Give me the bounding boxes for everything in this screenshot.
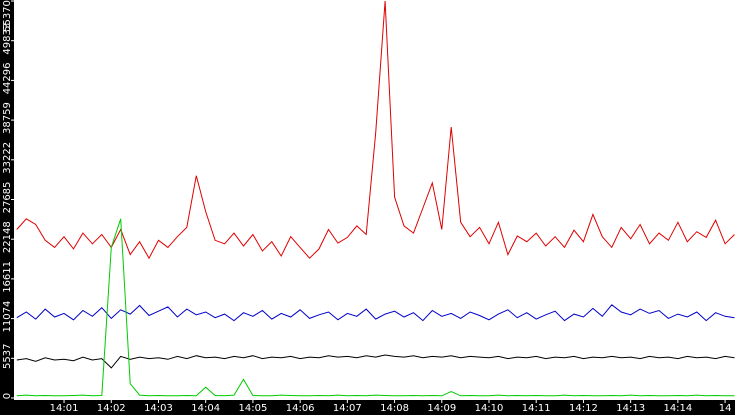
- series-line: [16, 0, 735, 260]
- x-tick-label: 14:12: [569, 403, 598, 414]
- y-tick-label: 27685: [2, 182, 13, 214]
- x-tick-label: 14:09: [427, 403, 456, 414]
- series-line: [16, 304, 735, 322]
- x-tick-label: 14:06: [286, 403, 315, 414]
- y-tick-label: 22148: [2, 221, 13, 253]
- x-tick-label: 14:14: [663, 403, 692, 414]
- x-tick-label: 14:11: [522, 403, 551, 414]
- y-tick-label: 5537: [2, 344, 13, 369]
- x-tick-label: 14:08: [380, 403, 409, 414]
- y-tick-label: 49833: [2, 23, 13, 55]
- y-tick-label: 55370: [2, 0, 13, 32]
- y-tick-label: 44296: [2, 62, 13, 94]
- y-tick-label: 16611: [2, 261, 13, 293]
- x-tick-label: 14:02: [97, 403, 126, 414]
- y-axis-bar: [0, 0, 14, 415]
- x-tick-label: 14:13: [616, 403, 645, 414]
- y-tick-label: 33222: [2, 142, 13, 174]
- x-tick-label: 14: [719, 403, 732, 414]
- series-line: [16, 218, 735, 397]
- x-tick-label: 14:07: [333, 403, 362, 414]
- x-tick-label: 14:04: [191, 403, 220, 414]
- y-tick-label: 38759: [2, 102, 13, 134]
- x-axis-bar: [0, 400, 735, 415]
- x-tick-label: 14:05: [239, 403, 268, 414]
- y-tick-label: 11074: [2, 301, 13, 333]
- y-tick-label: 0: [2, 393, 13, 399]
- x-tick-label: 14:01: [50, 403, 79, 414]
- series-line: [16, 354, 735, 369]
- x-tick-label: 14:10: [475, 403, 504, 414]
- x-tick-label: 14:03: [144, 403, 173, 414]
